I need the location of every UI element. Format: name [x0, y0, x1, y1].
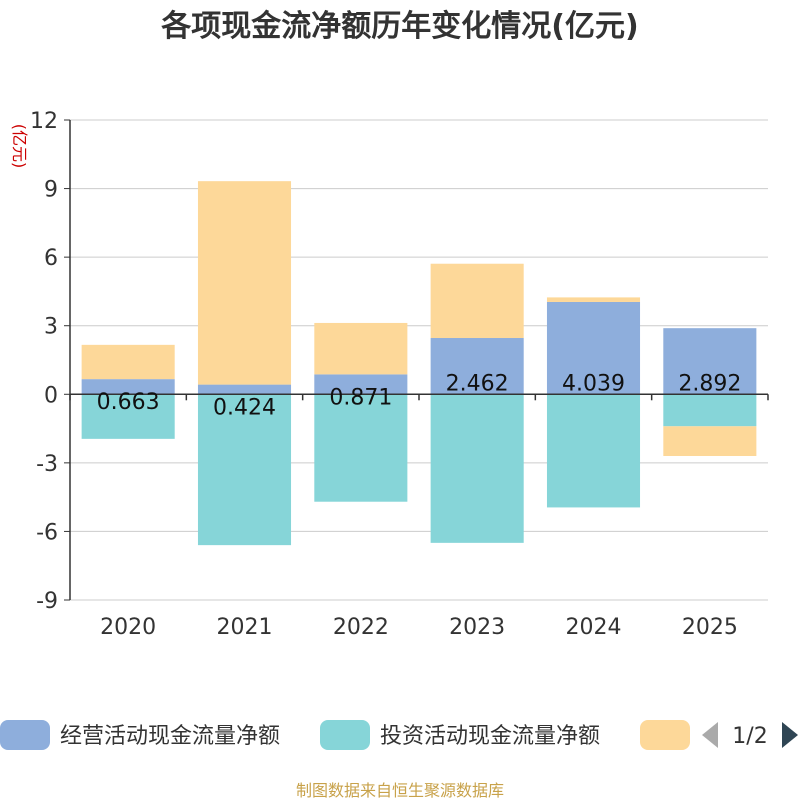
data-label: 0.871	[329, 385, 392, 410]
legend: 经营活动现金流量净额 投资活动现金流量净额 1/2	[0, 720, 798, 750]
data-label: 2.892	[678, 371, 741, 396]
legend-label[interactable]: 投资活动现金流量净额	[380, 724, 600, 749]
operating-bar[interactable]	[430, 338, 524, 395]
operating-bar[interactable]	[81, 379, 175, 395]
bars	[81, 181, 757, 546]
legend-swatch[interactable]	[320, 720, 370, 750]
financing-bar[interactable]	[197, 181, 292, 385]
investing-bar[interactable]	[663, 394, 757, 427]
financing-bar[interactable]	[546, 297, 641, 302]
legend-prev-icon[interactable]	[702, 722, 718, 748]
legend-page-indicator: 1/2	[732, 724, 767, 749]
legend-label[interactable]: 经营活动现金流量净额	[60, 724, 280, 749]
data-label: 0.663	[97, 390, 160, 415]
source-note: 制图数据来自恒生聚源数据库	[296, 781, 504, 800]
y-tick-label: 0	[44, 383, 58, 408]
investing-bar[interactable]	[430, 394, 524, 543]
y-tick-label: -9	[36, 589, 58, 614]
x-tick-label: 2022	[333, 615, 389, 640]
axes: 12 9 6 3 0 -3 -6 -9 2020 2021 2022 2023 2024 2025	[30, 109, 769, 640]
financing-bar[interactable]	[430, 263, 524, 339]
y-tick-label: 12	[30, 109, 58, 134]
x-tick-label: 2023	[449, 615, 505, 640]
legend-next-icon[interactable]	[782, 722, 798, 748]
y-tick-label: -3	[36, 452, 58, 477]
investing-bar[interactable]	[546, 394, 641, 508]
y-tick-label: 6	[44, 246, 58, 271]
x-tick-label: 2021	[217, 615, 273, 640]
chart-title: 各项现金流净额历年变化情况(亿元)	[160, 9, 638, 44]
y-tick-label: 9	[44, 178, 58, 203]
data-label: 2.462	[446, 371, 509, 396]
investing-bar[interactable]	[197, 394, 292, 546]
data-label: 0.424	[213, 396, 276, 421]
x-tick-label: 2024	[566, 615, 622, 640]
x-tick-label: 2020	[100, 615, 156, 640]
operating-bar[interactable]	[197, 384, 292, 395]
financing-bar[interactable]	[314, 322, 408, 375]
x-tick-label: 2025	[682, 615, 738, 640]
legend-swatch[interactable]	[0, 720, 50, 750]
y-tick-label: 3	[44, 315, 58, 340]
data-labels: 0.663 0.424 0.871 2.462 4.039 2.892	[97, 371, 742, 420]
y-tick-label: -6	[36, 520, 58, 545]
investing-bar[interactable]	[81, 394, 175, 439]
financing-bar[interactable]	[663, 426, 757, 456]
financing-bar[interactable]	[81, 344, 175, 380]
operating-bar[interactable]	[663, 328, 757, 395]
legend-swatch[interactable]	[640, 720, 690, 750]
data-label: 4.039	[562, 371, 625, 396]
y-axis-unit: (亿元)	[10, 124, 29, 169]
investing-bar[interactable]	[314, 394, 408, 502]
operating-bar[interactable]	[546, 301, 641, 395]
operating-bar[interactable]	[314, 374, 408, 395]
